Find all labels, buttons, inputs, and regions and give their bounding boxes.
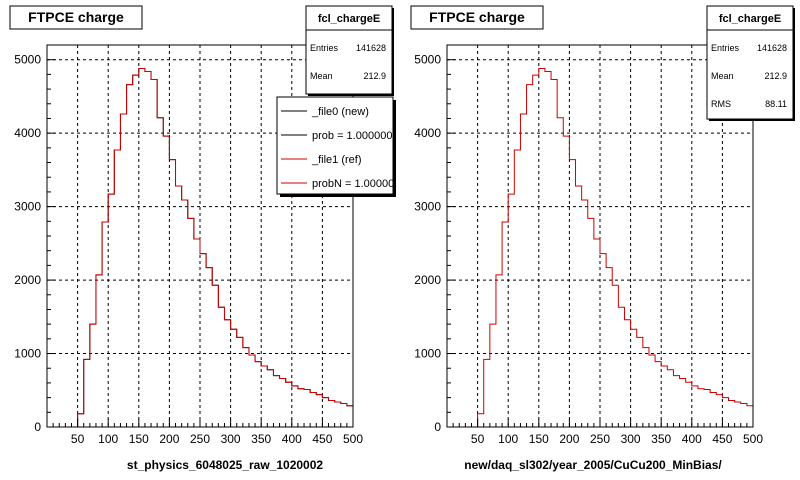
y-tick-label-0: 0	[434, 420, 441, 434]
chart-title: FTPCE charge	[28, 9, 124, 25]
x-tick-label-400: 400	[282, 432, 302, 446]
stats-box-title: fcl_chargeE	[318, 13, 380, 25]
chart-panel-1: 50 100 150 200 250 300 350 400 450 50001000200030…	[9, 5, 400, 472]
x-tick-label-450: 450	[312, 432, 332, 446]
y-tick-label-0: 0	[34, 420, 41, 434]
x-tick-label-100: 100	[98, 432, 118, 446]
x-tick-label-300: 300	[621, 432, 641, 446]
x-tick-label-50: 50	[71, 432, 85, 446]
stats-value-rms: 88.11	[765, 99, 787, 109]
legend-label-4: probN = 1.000000	[312, 178, 400, 190]
legend-label-1: _file0 (new)	[311, 106, 369, 118]
x-axis-label: st_physics_6048025_raw_1020002	[127, 458, 323, 472]
y-tick-label-5000: 5000	[14, 53, 41, 67]
stats-value-mean: 212.9	[363, 71, 386, 81]
legend-label-2: prob = 1.000000	[312, 130, 392, 142]
title-box	[410, 5, 544, 30]
y-tick-label-4000: 4000	[414, 126, 441, 140]
stats-label-rms: RMS	[711, 99, 731, 109]
x-tick-label-150: 150	[529, 432, 549, 446]
histogram-series-2	[47, 68, 353, 428]
stats-value-entries: 141628	[356, 43, 386, 53]
y-tick-label-5000: 5000	[414, 53, 441, 67]
x-tick-label-500: 500	[743, 432, 763, 446]
y-tick-label-4000: 4000	[14, 126, 41, 140]
y-tick-label-1000: 1000	[14, 347, 41, 361]
chart-title: FTPCE charge	[429, 9, 525, 25]
x-tick-label-500: 500	[343, 432, 363, 446]
legend-label-3: _file1 (ref)	[311, 154, 362, 166]
x-tick-label-250: 250	[590, 432, 610, 446]
stats-box	[706, 5, 794, 120]
x-tick-label-350: 350	[651, 432, 671, 446]
chart-panel-2: 50 100 150 200 250 300 350 400 450 50001000200030…	[410, 5, 795, 472]
stats-label-mean: Mean	[711, 71, 734, 81]
x-tick-label-100: 100	[498, 432, 518, 446]
x-tick-label-300: 300	[221, 432, 241, 446]
x-tick-label-450: 450	[712, 432, 732, 446]
x-tick-label-350: 350	[251, 432, 271, 446]
y-tick-label-3000: 3000	[14, 200, 41, 214]
y-tick-label-1000: 1000	[414, 347, 441, 361]
stats-label-entries: Entries	[310, 43, 339, 53]
x-axis-label: new/daq_sl302/year_2005/CuCu200_MinBias/	[464, 458, 722, 472]
x-tick-label-200: 200	[159, 432, 179, 446]
title-box	[9, 5, 143, 30]
stats-box-title: fcl_chargeE	[719, 13, 781, 25]
stats-value-mean: 212.9	[764, 71, 787, 81]
stats-label-mean: Mean	[310, 71, 333, 81]
y-tick-label-3000: 3000	[414, 200, 441, 214]
histogram-series-1	[447, 68, 753, 428]
x-tick-label-150: 150	[129, 432, 149, 446]
x-tick-label-200: 200	[559, 432, 579, 446]
legend-entries: _file0 (new) prob = 1.000000 _file1 (ref) p…	[281, 106, 400, 190]
stats-label-entries: Entries	[711, 43, 740, 53]
legend-box	[276, 96, 394, 195]
y-tick-label-2000: 2000	[414, 273, 441, 287]
x-tick-label-250: 250	[190, 432, 210, 446]
x-tick-label-50: 50	[471, 432, 485, 446]
stats-box	[305, 5, 393, 95]
y-tick-label-2000: 2000	[14, 273, 41, 287]
stats-value-entries: 141628	[757, 43, 787, 53]
x-tick-label-400: 400	[682, 432, 702, 446]
